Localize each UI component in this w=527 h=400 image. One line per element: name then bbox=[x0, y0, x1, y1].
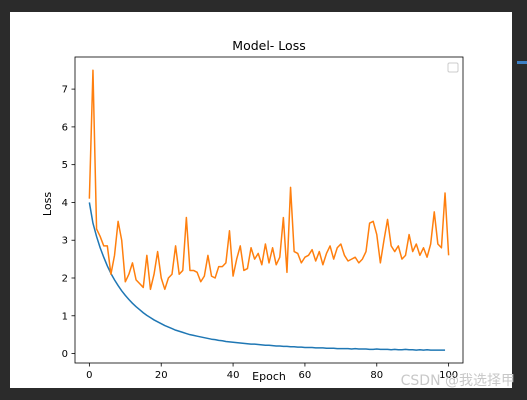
x-tick-label: 40 bbox=[227, 370, 240, 381]
x-tick-label: 80 bbox=[370, 370, 383, 381]
x-tick-label: 20 bbox=[155, 370, 168, 381]
x-tick-label: 60 bbox=[299, 370, 312, 381]
chart-title: Model- Loss bbox=[232, 38, 305, 53]
y-tick-label: 0 bbox=[62, 349, 68, 360]
x-tick-label: 0 bbox=[86, 370, 92, 381]
loss-chart: Model- Loss 0 20 40 60 80 100 0 1 2 3 4 5 6 7 Epoch L… bbox=[41, 38, 464, 383]
y-tick-label: 3 bbox=[62, 236, 68, 247]
y-tick-label: 7 bbox=[62, 85, 68, 96]
chart-figure: Model- Loss 0 20 40 60 80 100 0 1 2 3 4 5 6 7 Epoch L… bbox=[10, 12, 512, 388]
axes-frame bbox=[74, 56, 464, 364]
series-line-1 bbox=[88, 69, 450, 291]
y-axis-label: Loss bbox=[41, 192, 54, 216]
y-tick-label: 6 bbox=[62, 122, 68, 133]
legend-box bbox=[447, 62, 459, 73]
series-line-0 bbox=[88, 202, 446, 351]
y-tick-label: 4 bbox=[62, 198, 68, 209]
plot-area: 0 20 40 60 80 100 0 1 2 3 4 5 6 7 bbox=[62, 56, 464, 381]
y-tick-label: 1 bbox=[62, 311, 68, 322]
y-tick-label: 2 bbox=[62, 274, 68, 285]
y-tick-label: 5 bbox=[62, 160, 68, 171]
x-axis-label: Epoch bbox=[252, 370, 286, 383]
x-tick-label: 100 bbox=[439, 370, 458, 381]
side-panel-tab[interactable] bbox=[517, 61, 527, 64]
watermark-text: CSDN @我选择甲 bbox=[400, 373, 515, 389]
